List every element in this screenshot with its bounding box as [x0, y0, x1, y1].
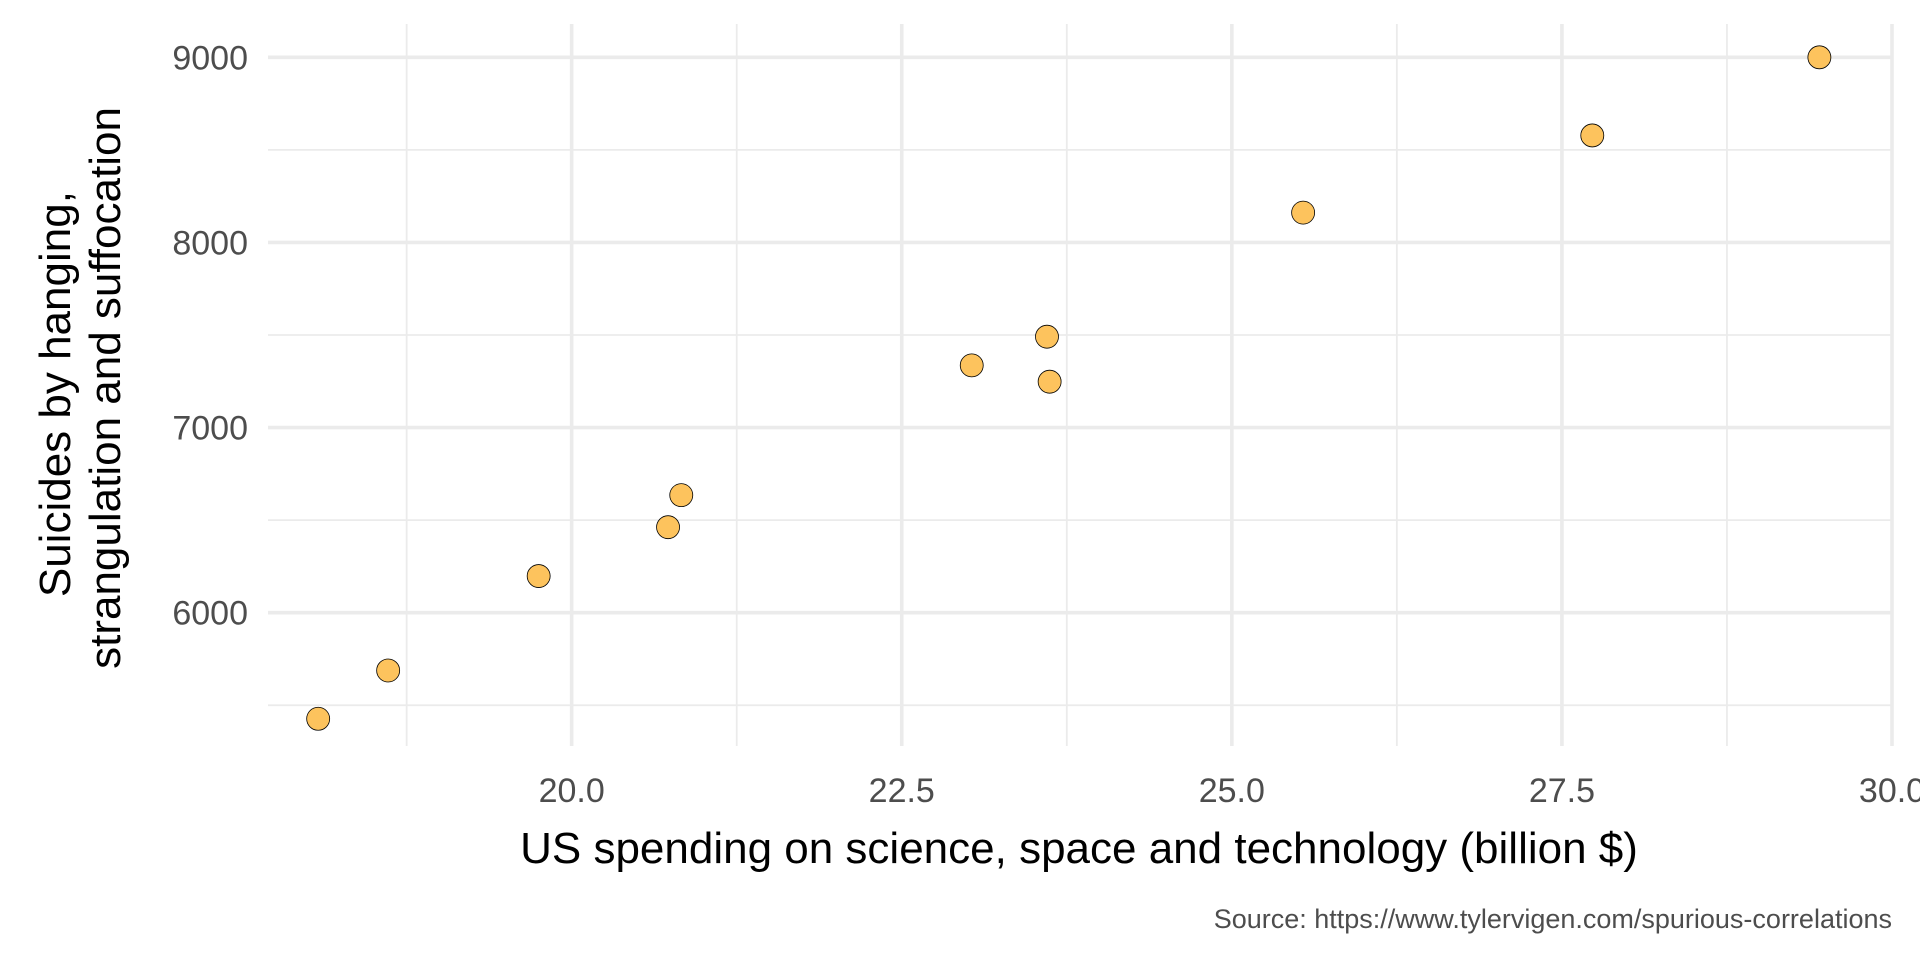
data-point: [1291, 200, 1316, 225]
data-point: [959, 353, 984, 378]
x-tick-label: 30.0: [1859, 772, 1920, 810]
x-tick-label: 22.5: [869, 772, 935, 810]
data-point: [306, 706, 331, 731]
minor-gridlines: [268, 24, 1892, 746]
data-point: [1580, 123, 1605, 148]
y-axis-title-line-2: strangulation and suffocation: [81, 107, 130, 669]
source-caption: Source: https://www.tylervigen.com/spuri…: [1214, 904, 1892, 934]
x-tick-label: 20.0: [539, 772, 605, 810]
data-point: [526, 564, 551, 588]
y-tick-label: 6000: [172, 595, 248, 633]
x-tick-label: 27.5: [1529, 772, 1595, 810]
y-axis-title-line-1: Suicides by hanging,: [31, 191, 80, 597]
major-gridlines: [268, 24, 1894, 746]
x-axis-title: US spending on science, space and techno…: [520, 824, 1638, 873]
x-axis-tick-labels: 20.0 22.5 25.0 27.5 30.0: [539, 772, 1920, 810]
data-point: [669, 483, 694, 508]
data-point: [1807, 45, 1832, 70]
x-tick-label: 25.0: [1199, 772, 1265, 810]
data-point: [1035, 324, 1059, 349]
data-point: [1037, 369, 1062, 394]
y-axis-title: Suicides by hanging, strangulation and s…: [31, 107, 130, 669]
y-axis-tick-labels: 6000 7000 8000 9000: [172, 39, 248, 632]
data-point: [656, 515, 680, 540]
y-tick-label: 7000: [172, 410, 248, 448]
y-tick-label: 8000: [172, 224, 248, 262]
y-tick-label: 9000: [172, 39, 248, 77]
data-points: [306, 45, 1832, 731]
data-point: [376, 658, 401, 683]
